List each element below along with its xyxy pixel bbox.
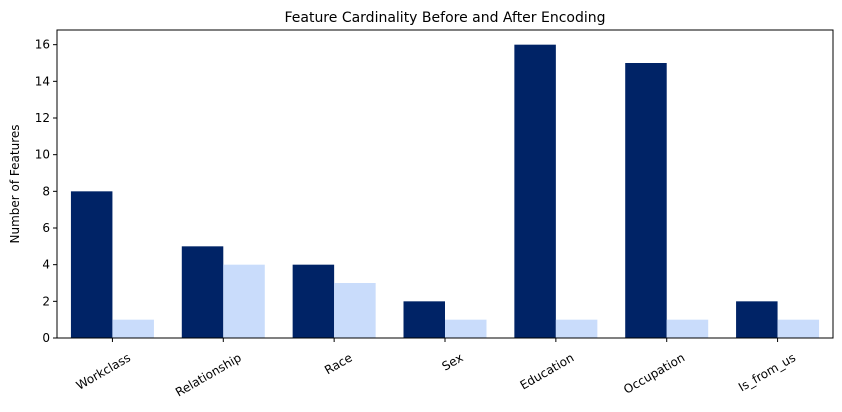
x-tick-label-occupation: Occupation xyxy=(621,350,687,396)
bar-education-series-2 xyxy=(555,319,598,338)
bar-sex-series-1 xyxy=(403,301,445,338)
plot-frame xyxy=(56,29,834,339)
x-tick-label-is_from_us: Is_from_us xyxy=(736,350,798,394)
y-axis-label: Number of Features xyxy=(8,125,22,244)
y-tick-label: 12 xyxy=(35,111,50,125)
x-tick-label-workclass: Workclass xyxy=(74,350,133,392)
y-tick-label: 14 xyxy=(35,74,50,88)
chart-title: Feature Cardinality Before and After Enc… xyxy=(284,10,605,26)
y-tick-label: 2 xyxy=(42,294,50,308)
bar-race-series-2 xyxy=(334,283,376,338)
bar-sex-series-2 xyxy=(445,319,487,338)
bar-workclass-series-2 xyxy=(112,319,154,338)
x-tick-label-race: Race xyxy=(322,350,354,377)
bar-is_from_us-series-2 xyxy=(777,319,820,338)
bar-occupation-series-2 xyxy=(666,319,709,338)
y-tick-label: 4 xyxy=(42,258,50,272)
bar-workclass-series-1 xyxy=(70,191,113,338)
x-tick-label-education: Education xyxy=(518,350,577,392)
bar-race-series-1 xyxy=(292,264,335,338)
bar-is_from_us-series-1 xyxy=(736,301,778,338)
bar-occupation-series-1 xyxy=(625,63,667,338)
bar-relationship-series-2 xyxy=(223,264,265,338)
y-tick-label: 10 xyxy=(35,148,50,162)
bar-education-series-1 xyxy=(514,44,556,339)
y-tick-label: 6 xyxy=(42,221,50,235)
bar-relationship-series-1 xyxy=(181,246,224,338)
y-tick-label: 0 xyxy=(42,331,50,345)
y-tick-label: 16 xyxy=(35,38,50,52)
x-tick-label-sex: Sex xyxy=(440,350,466,373)
plot-area: 0 2 4 6 8 10 12 14 16 Workclass Relationship Race Se… xyxy=(35,29,834,399)
y-tick-label: 8 xyxy=(42,184,50,198)
x-tick-label-relationship: Relationship xyxy=(173,350,244,399)
